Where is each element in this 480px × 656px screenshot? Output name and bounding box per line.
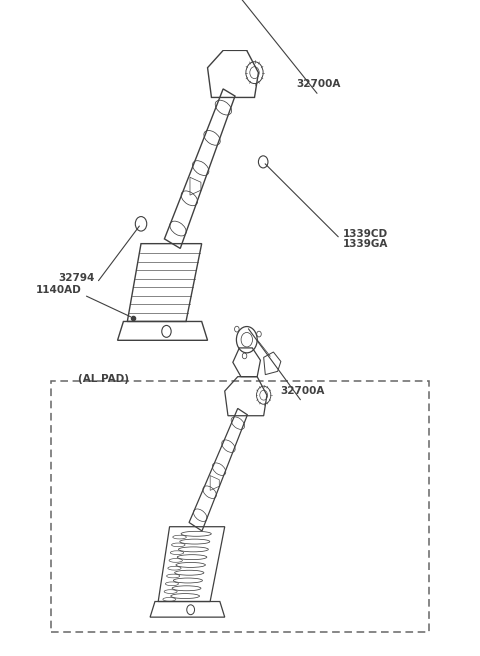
Text: 32700A: 32700A [280, 386, 324, 396]
Text: (AL PAD): (AL PAD) [78, 374, 129, 384]
Circle shape [162, 325, 171, 337]
Circle shape [135, 216, 147, 231]
Text: 1339CD: 1339CD [343, 229, 388, 239]
Text: 32794: 32794 [58, 273, 95, 283]
Circle shape [258, 156, 268, 168]
Text: 1339GA: 1339GA [343, 239, 388, 249]
Circle shape [187, 605, 194, 615]
Text: 32700A: 32700A [297, 79, 341, 89]
Text: 1140AD: 1140AD [36, 285, 82, 295]
